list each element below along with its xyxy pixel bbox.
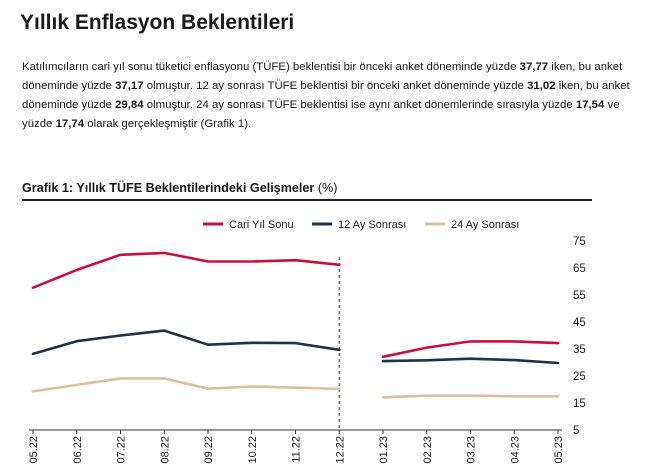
x-tick-label: 01.23 [378, 436, 390, 464]
series-line [31, 251, 341, 290]
y-tick-label: 65 [573, 263, 586, 275]
y-tick-label: 5 [573, 425, 579, 437]
x-tick-label: 08.22 [159, 436, 171, 464]
paragraph-text: olmuştur. 24 ay sonrası TÜFE beklentisi … [143, 99, 576, 111]
x-tick-label: 05.23 [553, 436, 565, 464]
paragraph-text: Katılımcıların cari yıl sonu tüketici en… [22, 61, 520, 73]
series-line [31, 329, 341, 356]
x-tick-label: 05.22 [28, 436, 40, 464]
highlighted-value: 17,74 [55, 118, 85, 130]
chart-heading: Grafik 1: Yıllık TÜFE Beklentilerindeki … [22, 181, 337, 195]
x-tick-label: 03.23 [466, 436, 478, 464]
series-line [381, 340, 560, 359]
highlighted-value: 37,17 [115, 80, 144, 92]
y-tick-label: 15 [573, 398, 586, 410]
series-line [31, 377, 341, 393]
y-tick-label: 35 [573, 344, 586, 356]
chart-heading-unit: (%) [317, 181, 338, 195]
summary-paragraph: Katılımcıların cari yıl sonu tüketici en… [22, 58, 647, 134]
paragraph-text: olarak gerçekleşmiştir (Grafik 1). [84, 118, 252, 130]
paragraph-text: iken, bu anket döneminde yüzde [22, 80, 630, 111]
highlighted-value: 29,84 [115, 99, 144, 111]
legend-label: Cari Yıl Sonu [229, 219, 294, 231]
x-tick-label: 06.22 [72, 436, 84, 464]
legend-label: 24 Ay Sonrası [451, 219, 519, 231]
series-line [381, 357, 560, 365]
highlighted-value: 37,77 [519, 61, 549, 73]
highlighted-value: 31,02 [527, 80, 556, 92]
y-tick-label: 45 [573, 317, 586, 329]
y-tick-label: 55 [573, 290, 586, 302]
y-tick-label: 75 [573, 236, 586, 248]
x-tick-label: 09.22 [203, 436, 215, 464]
paragraph-text: olmuştur. 12 ay sonrası TÜFE beklentisi … [143, 80, 528, 92]
page-title: Yıllık Enflasyon Beklentileri [20, 11, 295, 34]
paragraph-text: ve yüzde [22, 99, 620, 130]
paragraph-text: iken, bu anket döneminde yüzde [22, 61, 623, 92]
highlighted-value: 17,54 [575, 99, 605, 111]
y-tick-label: 25 [573, 371, 586, 383]
x-tick-label: 11.22 [291, 436, 303, 463]
chart-heading-text: Grafik 1: Yıllık TÜFE Beklentilerindeki … [22, 181, 315, 195]
legend-label: 12 Ay Sonrası [338, 219, 406, 231]
x-tick-label: 12.22 [334, 436, 346, 464]
x-tick-label: 07.22 [116, 436, 128, 464]
heading-divider [22, 199, 592, 201]
x-tick-label: 02.23 [422, 436, 434, 464]
x-tick-label: 04.23 [509, 436, 521, 464]
x-tick-label: 10.22 [247, 436, 259, 464]
series-line [381, 394, 560, 399]
